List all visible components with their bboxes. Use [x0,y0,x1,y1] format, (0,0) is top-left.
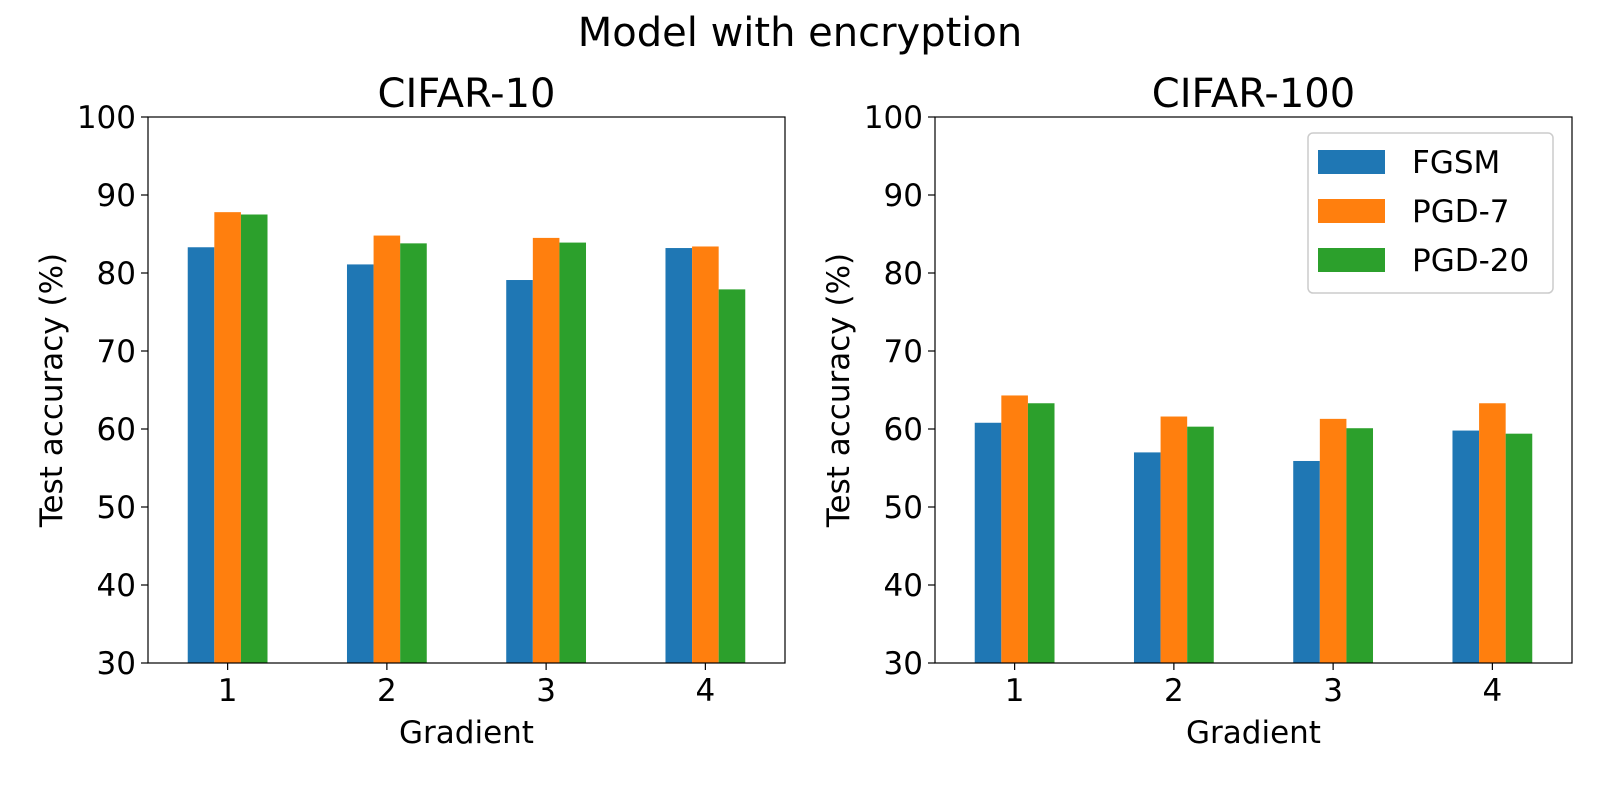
bar-pgd-20-gradient-3 [1346,428,1374,663]
bar-fgsm-gradient-3 [1293,460,1320,663]
bar-pgd-20-gradient-2 [400,243,427,664]
chart-panel-cifar-100: 30 40 50 60 70 80 90 100 1 2 3 4 CIFAR-100 Gradient Te… [821,71,1573,751]
bar-pgd-7-gradient-2 [1160,416,1188,663]
x-tick-label: 1 [218,673,238,709]
y-tick-label: 60 [884,412,923,448]
y-tick-label: 70 [884,334,923,370]
bar-fgsm-gradient-4 [665,248,693,664]
bar-pgd-20-gradient-4 [718,289,746,663]
x-tick-label: 2 [377,673,397,709]
x-tick-label: 2 [1164,673,1184,709]
bar-fgsm-gradient-2 [346,264,374,663]
legend-swatch-pgd-20 [1318,248,1385,272]
x-tick-label: 4 [1483,673,1503,709]
y-tick-label: 80 [97,256,136,292]
legend-swatch-fgsm [1318,150,1385,174]
axes-frame [147,116,786,664]
y-tick-label: 40 [884,568,923,604]
x-tick-label: 1 [1005,673,1025,709]
bar-pgd-7-gradient-1 [214,212,241,663]
y-tick-label: 100 [864,100,923,136]
legend-label-pgd-7: PGD-7 [1412,194,1510,230]
bar-pgd-7-gradient-3 [532,237,560,663]
legend-swatch-pgd-7 [1318,199,1385,223]
bar-pgd-20-gradient-2 [1187,426,1214,663]
bar-pgd-7-gradient-4 [1479,403,1506,663]
y-tick-label: 30 [884,646,923,682]
panel-title: CIFAR-100 [1152,71,1355,117]
chart-panel-cifar-10: 30 40 50 60 70 80 90 100 1 2 3 4 CIFAR-10 Gradient Tes… [34,71,786,751]
bar-pgd-7-gradient-4 [692,246,719,664]
bar-fgsm-gradient-2 [1133,452,1161,663]
y-tick-label: 100 [77,100,136,136]
legend: FGSM PGD-7 PGD-20 [1307,132,1554,294]
x-axis-label: Gradient [1186,715,1321,751]
figure-suptitle: Model with encryption [578,10,1022,56]
bar-fgsm-gradient-1 [187,247,215,663]
axes-frame [934,116,1573,664]
y-tick-label: 50 [97,490,136,526]
y-tick-label: 70 [97,334,136,370]
bar-fgsm-gradient-3 [506,280,533,663]
legend-label-pgd-20: PGD-20 [1412,243,1529,279]
bar-pgd-20-gradient-4 [1505,433,1533,663]
y-tick-label: 50 [884,490,923,526]
y-tick-label: 90 [97,178,136,214]
bar-fgsm-gradient-1 [974,422,1002,663]
bar-pgd-7-gradient-1 [1001,395,1028,663]
bar-pgd-20-gradient-1 [240,214,268,663]
x-tick-label: 4 [696,673,716,709]
legend-label-fgsm: FGSM [1412,145,1500,181]
y-tick-label: 40 [97,568,136,604]
panel-title: CIFAR-10 [378,71,556,117]
x-tick-label: 3 [1323,673,1343,709]
x-tick-label: 3 [536,673,556,709]
y-tick-label: 60 [97,412,136,448]
y-tick-label: 30 [97,646,136,682]
y-axis-label: Test accuracy (%) [821,253,857,528]
y-tick-label: 90 [884,178,923,214]
bar-pgd-20-gradient-3 [559,242,587,663]
y-tick-label: 80 [884,256,923,292]
bar-pgd-7-gradient-2 [373,235,401,663]
bar-pgd-20-gradient-1 [1027,403,1055,663]
bar-fgsm-gradient-4 [1452,430,1480,663]
x-axis-label: Gradient [399,715,534,751]
y-axis-label: Test accuracy (%) [34,253,70,528]
bar-pgd-7-gradient-3 [1319,418,1347,663]
